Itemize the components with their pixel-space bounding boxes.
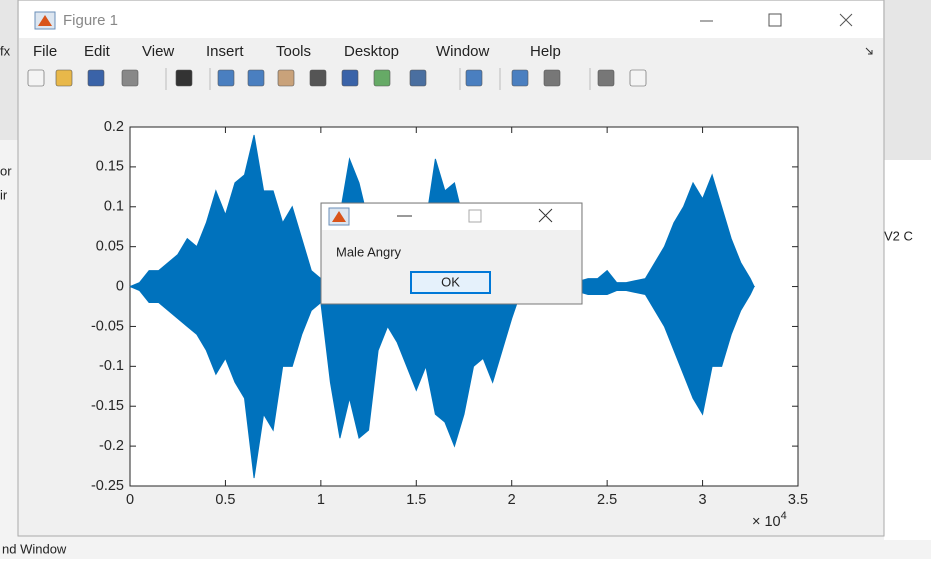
toolbar-button[interactable] [466,70,482,86]
desktop-right [884,0,931,160]
desktop-left [0,0,18,140]
y-tick-label: -0.1 [99,358,124,374]
menu-item[interactable]: Insert [206,43,244,60]
x-tick-label: 0 [126,492,134,508]
y-tick-label: 0.05 [96,238,124,254]
toolbar-button[interactable] [512,70,528,86]
x-tick-label: 1 [317,492,325,508]
toolbar-button[interactable] [630,70,646,86]
y-tick-label: -0.15 [91,398,124,414]
x-tick-label: 2 [508,492,516,508]
x-tick-label: 1.5 [406,492,426,508]
toolbar-button[interactable] [248,70,264,86]
toolbar-button[interactable] [342,70,358,86]
menu-item[interactable]: Window [436,43,490,60]
fragment: V2 C [884,228,913,243]
menu-item[interactable]: Desktop [344,43,399,60]
menu-item[interactable]: File [33,43,57,60]
x-tick-label: 3 [699,492,707,508]
dialog-title-bar [322,204,581,230]
toolbar-button[interactable] [310,70,326,86]
y-tick-label: -0.25 [91,478,124,494]
y-tick-label: 0.2 [104,119,124,135]
toolbar-button[interactable] [28,70,44,86]
toolbar-button[interactable] [122,70,138,86]
y-tick-label: 0 [116,278,124,294]
menu-item[interactable]: Edit [84,43,111,60]
y-tick-label: 0.1 [104,199,124,215]
x-multiplier-exponent: 4 [781,510,787,522]
toolbar-button[interactable] [410,70,426,86]
title-bar [19,1,883,38]
toolbar-button[interactable] [218,70,234,86]
command-window-label: nd Window [2,541,67,556]
toolbar-button[interactable] [176,70,192,86]
toolbar-button[interactable] [278,70,294,86]
fragment: ir [0,187,8,202]
y-tick-label: 0.15 [96,159,124,175]
x-tick-label: 2.5 [597,492,617,508]
toolbar-button[interactable] [544,70,560,86]
screen: fx or ir V2 C nd Window Figure 1 File Edi… [0,0,931,559]
y-tick-label: -0.2 [99,438,124,454]
x-tick-label: 3.5 [788,492,808,508]
toolbar-button[interactable] [374,70,390,86]
ok-button-label[interactable]: OK [441,274,460,289]
x-multiplier-base: × 10 [752,514,781,530]
menu-item[interactable]: View [142,43,174,60]
y-tick-label: -0.05 [91,318,124,334]
menu-item[interactable]: Help [530,43,561,60]
page: fx or ir V2 C nd Window Figure 1 File Edi… [0,0,931,559]
fragment: or [0,163,12,178]
dialog-message: Male Angry [336,244,402,259]
menu-item[interactable]: Tools [276,43,311,60]
fragment: fx [0,43,11,58]
x-tick-label: 0.5 [215,492,235,508]
toolbar-button[interactable] [56,70,72,86]
window-title: Figure 1 [63,12,118,29]
toolbar-button[interactable] [88,70,104,86]
desktop-right-panel [884,160,931,540]
toolbar-button[interactable] [598,70,614,86]
